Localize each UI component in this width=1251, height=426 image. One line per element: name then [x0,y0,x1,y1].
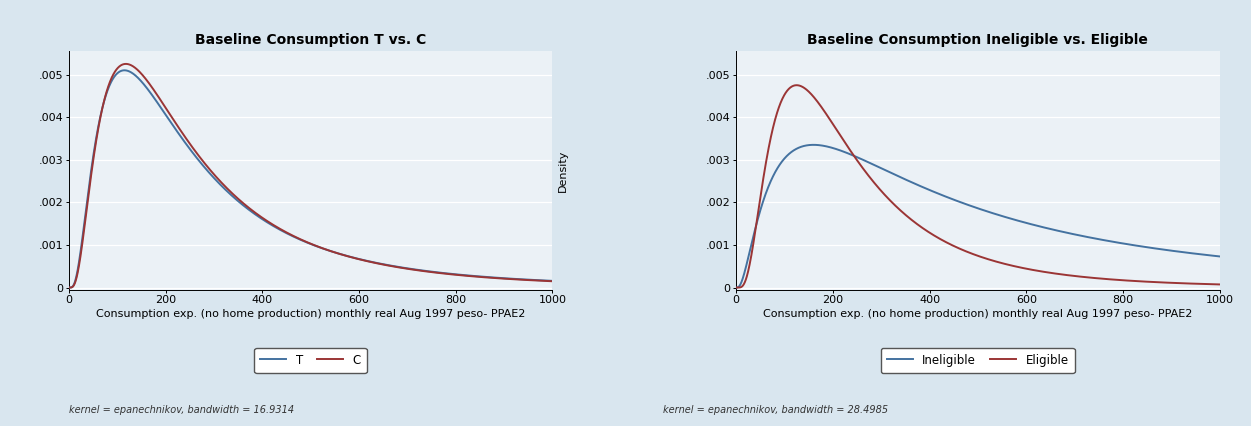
C [119,61,134,66]
C [544,279,559,284]
Ineligible [1181,250,1196,255]
Ineligible [1071,233,1086,238]
Ineligible [950,198,965,203]
Legend: Ineligible, Eligible: Ineligible, Eligible [881,348,1075,373]
T [130,75,145,80]
X-axis label: Consumption exp. (no home production) monthly real Aug 1997 peso- PPAE2: Consumption exp. (no home production) mo… [96,309,525,320]
C [313,245,328,250]
Line: Eligible: Eligible [736,85,1220,288]
C [404,267,419,272]
T [281,232,296,237]
Eligible [950,245,965,250]
Ineligible [1065,231,1080,236]
Title: Baseline Consumption T vs. C: Baseline Consumption T vs. C [195,33,427,47]
Eligible [1181,281,1196,286]
T [61,285,76,290]
Title: Baseline Consumption Ineligible vs. Eligible: Baseline Consumption Ineligible vs. Elig… [807,33,1148,47]
C [513,277,528,282]
Eligible [980,256,995,262]
Eligible [1065,273,1080,278]
T [397,265,412,271]
Eligible [789,83,804,88]
Eligible [728,285,743,290]
Line: C: C [69,64,552,288]
T [313,245,328,250]
Ineligible [980,209,995,214]
T [404,266,419,271]
Ineligible [728,285,743,290]
C [281,231,296,236]
T [116,68,131,73]
Eligible [797,86,812,91]
Eligible [1212,282,1227,287]
C [397,266,412,271]
C [61,285,76,290]
C [130,67,145,72]
Legend: T, C: T, C [254,348,367,373]
T [513,276,528,282]
T [544,278,559,283]
Line: Ineligible: Ineligible [736,145,1220,288]
Y-axis label: Density: Density [558,149,568,192]
Eligible [1071,274,1086,279]
Text: kernel = epanechnikov, bandwidth = 16.9314: kernel = epanechnikov, bandwidth = 16.93… [69,406,294,415]
Ineligible [806,142,821,147]
Ineligible [1212,254,1227,259]
Text: kernel = epanechnikov, bandwidth = 28.4985: kernel = epanechnikov, bandwidth = 28.49… [663,406,888,415]
Line: T: T [69,70,552,288]
X-axis label: Consumption exp. (no home production) monthly real Aug 1997 peso- PPAE2: Consumption exp. (no home production) mo… [763,309,1192,320]
Ineligible [797,143,812,148]
